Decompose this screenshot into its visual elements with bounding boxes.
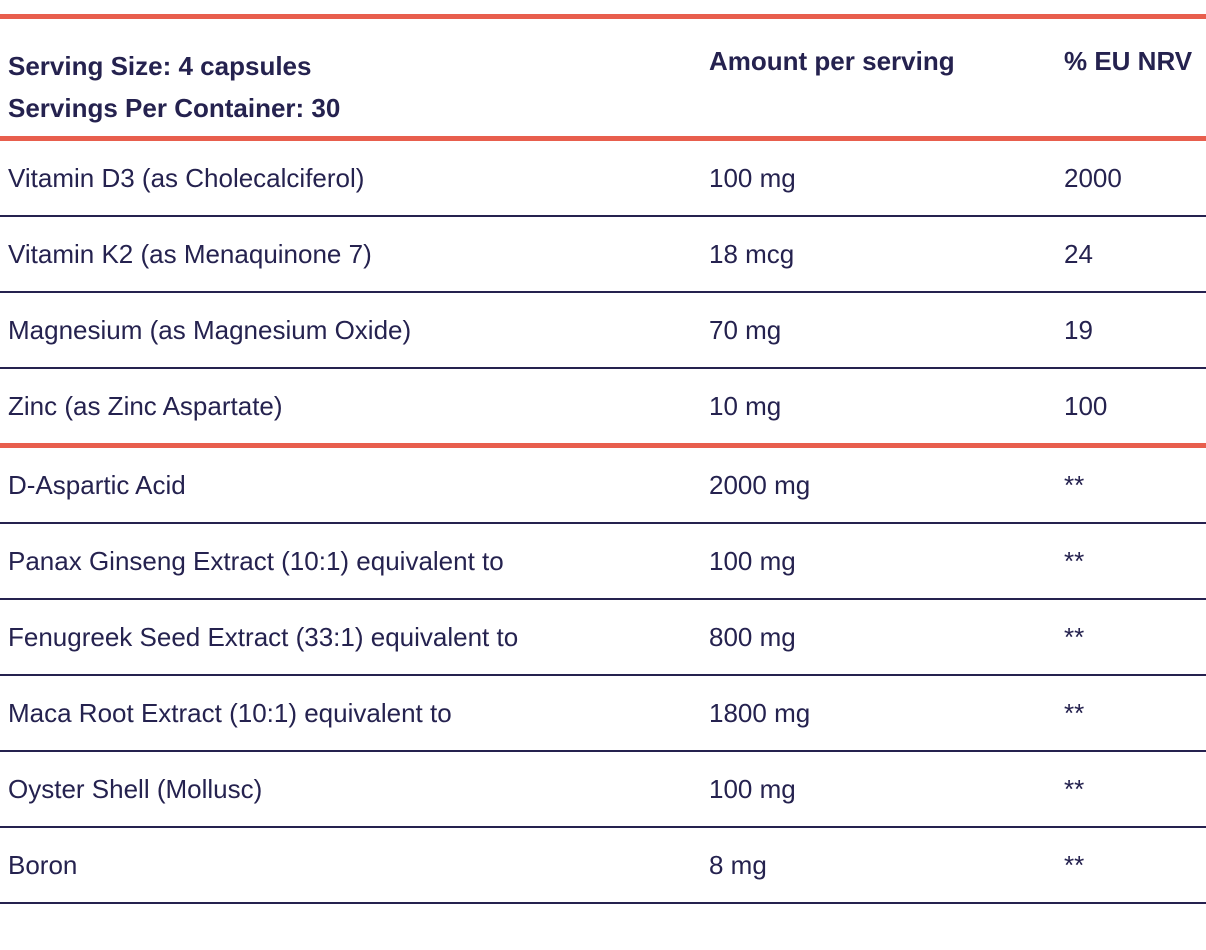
table-row: Fenugreek Seed Extract (33:1) equivalent… — [0, 600, 1206, 674]
table-row: Panax Ginseng Extract (10:1) equivalent … — [0, 524, 1206, 598]
ingredient-nrv: ** — [1064, 698, 1085, 728]
ingredient-amount: 100 mg — [709, 163, 796, 193]
ingredient-amount: 8 mg — [709, 850, 767, 880]
ingredient-nrv: 24 — [1064, 239, 1093, 269]
row-divider — [0, 750, 1206, 752]
table-row: D-Aspartic Acid 2000 mg ** — [0, 448, 1206, 522]
ingredient-amount: 18 mcg — [709, 239, 795, 269]
ingredient-amount: 70 mg — [709, 315, 782, 345]
ingredient-amount: 100 mg — [709, 774, 796, 804]
ingredient-name: Oyster Shell (Mollusc) — [8, 774, 263, 804]
row-divider — [0, 674, 1206, 676]
ingredient-name: Fenugreek Seed Extract (33:1) equivalent… — [8, 622, 519, 652]
servings-per-container-label: Servings Per Container: 30 — [8, 93, 341, 123]
ingredient-name: Vitamin D3 (as Cholecalciferol) — [8, 163, 365, 193]
table-row: Oyster Shell (Mollusc) 100 mg ** — [0, 752, 1206, 826]
row-divider — [0, 215, 1206, 217]
table-row: Boron 8 mg ** — [0, 828, 1206, 902]
table-header: Serving Size: 4 capsules Servings Per Co… — [0, 19, 1206, 136]
ingredient-name: Panax Ginseng Extract (10:1) equivalent … — [8, 546, 504, 576]
row-divider — [0, 826, 1206, 828]
top-accent-divider — [0, 14, 1206, 19]
bottom-divider — [0, 902, 1206, 904]
ingredient-nrv: ** — [1064, 774, 1085, 804]
ingredient-name: Boron — [8, 850, 78, 880]
ingredient-name: D-Aspartic Acid — [8, 470, 186, 500]
amount-column-header: Amount per serving — [709, 46, 955, 76]
ingredient-amount: 100 mg — [709, 546, 796, 576]
nutrition-facts-table: Serving Size: 4 capsules Servings Per Co… — [0, 14, 1206, 904]
ingredient-nrv: ** — [1064, 850, 1085, 880]
table-row: Zinc (as Zinc Aspartate) 10 mg 100 — [0, 369, 1206, 443]
ingredient-amount: 10 mg — [709, 391, 782, 421]
row-divider — [0, 291, 1206, 293]
serving-info: Serving Size: 4 capsules Servings Per Co… — [8, 45, 340, 129]
header-accent-divider — [0, 136, 1206, 141]
nrv-column-header: % EU NRV — [1064, 46, 1193, 76]
ingredient-nrv: 2000 — [1064, 163, 1122, 193]
table-row: Maca Root Extract (10:1) equivalent to 1… — [0, 676, 1206, 750]
ingredient-name: Zinc (as Zinc Aspartate) — [8, 391, 283, 421]
ingredient-name: Magnesium (as Magnesium Oxide) — [8, 315, 412, 345]
ingredient-nrv: ** — [1064, 470, 1085, 500]
section-accent-divider — [0, 443, 1206, 448]
table-row: Magnesium (as Magnesium Oxide) 70 mg 19 — [0, 293, 1206, 367]
ingredient-nrv: 19 — [1064, 315, 1093, 345]
ingredient-name: Vitamin K2 (as Menaquinone 7) — [8, 239, 372, 269]
table-row: Vitamin D3 (as Cholecalciferol) 100 mg 2… — [0, 141, 1206, 215]
ingredient-amount: 800 mg — [709, 622, 796, 652]
ingredient-amount: 2000 mg — [709, 470, 811, 500]
ingredient-amount: 1800 mg — [709, 698, 811, 728]
row-divider — [0, 367, 1206, 369]
ingredient-nrv: 100 — [1064, 391, 1108, 421]
ingredient-nrv: ** — [1064, 546, 1085, 576]
ingredient-name: Maca Root Extract (10:1) equivalent to — [8, 698, 452, 728]
ingredient-nrv: ** — [1064, 622, 1085, 652]
table-row: Vitamin K2 (as Menaquinone 7) 18 mcg 24 — [0, 217, 1206, 291]
serving-size-label: Serving Size: 4 capsules — [8, 51, 312, 81]
row-divider — [0, 598, 1206, 600]
row-divider — [0, 522, 1206, 524]
